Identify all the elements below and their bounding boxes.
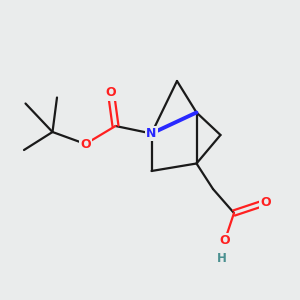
Text: O: O [220,233,230,247]
Text: H: H [217,252,227,265]
Text: O: O [80,137,91,151]
Text: N: N [146,127,157,140]
Text: O: O [260,196,271,209]
Text: O: O [106,86,116,100]
